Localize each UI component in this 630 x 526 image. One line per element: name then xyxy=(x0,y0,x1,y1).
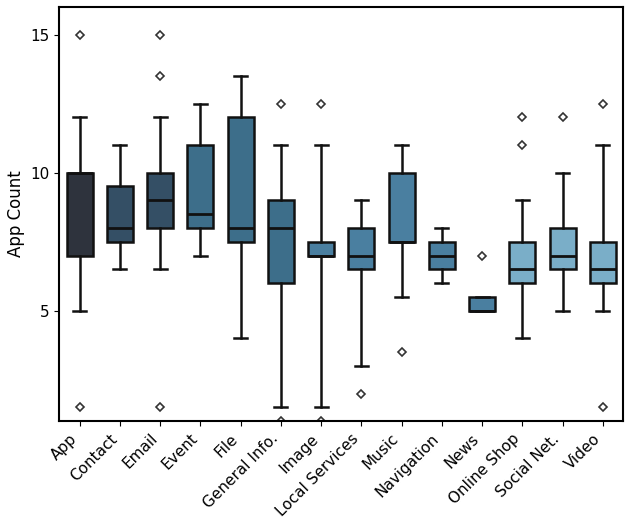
PathPatch shape xyxy=(429,242,455,269)
PathPatch shape xyxy=(147,173,173,228)
PathPatch shape xyxy=(268,200,294,283)
PathPatch shape xyxy=(67,173,93,256)
Y-axis label: App Count: App Count xyxy=(7,171,25,258)
PathPatch shape xyxy=(509,242,536,283)
PathPatch shape xyxy=(590,242,616,283)
PathPatch shape xyxy=(389,173,415,242)
PathPatch shape xyxy=(549,228,576,269)
PathPatch shape xyxy=(187,145,214,228)
PathPatch shape xyxy=(106,187,133,242)
PathPatch shape xyxy=(469,297,495,311)
PathPatch shape xyxy=(348,228,374,269)
PathPatch shape xyxy=(308,242,335,256)
PathPatch shape xyxy=(227,117,254,242)
